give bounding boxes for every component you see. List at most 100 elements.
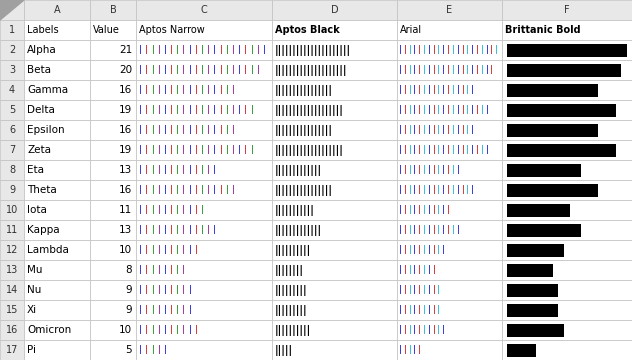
Bar	[0, 340, 24, 360]
Text: |: |	[157, 325, 161, 334]
Text: |: |	[461, 66, 465, 75]
Text: |: |	[471, 145, 474, 154]
Text: Labels: Labels	[27, 25, 59, 35]
Text: |: |	[152, 246, 154, 255]
Bar	[0, 260, 24, 280]
Text: |: |	[207, 166, 210, 175]
Text: |: |	[139, 185, 142, 194]
Text: |: |	[437, 206, 441, 215]
Text: |: |	[423, 145, 426, 154]
Bar	[507, 184, 599, 197]
Text: |: |	[145, 346, 148, 355]
Bar	[90, 160, 136, 180]
Bar	[24, 240, 90, 260]
Bar	[272, 340, 397, 360]
Text: |: |	[213, 225, 216, 234]
Bar	[502, 120, 632, 140]
Bar	[90, 180, 136, 200]
Text: |: |	[170, 225, 173, 234]
Text: |: |	[447, 105, 450, 114]
Text: |: |	[145, 246, 148, 255]
Text: |: |	[404, 185, 406, 194]
Text: |: |	[485, 105, 489, 114]
Text: |: |	[418, 66, 421, 75]
Text: ||||||||||: ||||||||||	[275, 244, 311, 256]
Text: |: |	[423, 45, 426, 54]
Text: |: |	[183, 185, 185, 194]
Text: |: |	[139, 346, 142, 355]
Bar	[502, 140, 632, 160]
Text: |: |	[232, 85, 235, 94]
Text: 1: 1	[9, 25, 15, 35]
Text: |: |	[418, 85, 421, 94]
Text: |: |	[195, 45, 198, 54]
Bar	[502, 300, 632, 320]
Text: |: |	[423, 325, 426, 334]
Text: |: |	[433, 66, 435, 75]
Text: |: |	[447, 185, 450, 194]
Bar	[502, 40, 632, 60]
Text: 5: 5	[125, 345, 132, 355]
Text: |: |	[461, 105, 465, 114]
Text: |: |	[466, 85, 469, 94]
Text: |: |	[409, 206, 411, 215]
Text: |: |	[207, 126, 210, 135]
Text: |: |	[145, 66, 148, 75]
Text: |: |	[404, 105, 406, 114]
Text: |: |	[433, 45, 435, 54]
Text: |: |	[183, 85, 185, 94]
Bar	[90, 240, 136, 260]
Text: E: E	[446, 5, 453, 15]
Text: |: |	[485, 145, 489, 154]
Bar	[136, 0, 272, 20]
Text: |: |	[207, 66, 210, 75]
Bar	[0, 140, 24, 160]
Text: |: |	[437, 66, 441, 75]
Text: |: |	[447, 126, 450, 135]
Bar	[272, 140, 397, 160]
Text: |: |	[164, 285, 167, 294]
Text: |: |	[183, 325, 185, 334]
Text: |: |	[201, 225, 204, 234]
Text: |: |	[399, 85, 402, 94]
Text: |: |	[409, 225, 411, 234]
Text: |: |	[188, 66, 191, 75]
Text: |: |	[437, 185, 441, 194]
Text: |: |	[232, 185, 235, 194]
Text: |: |	[457, 166, 459, 175]
Text: 15: 15	[6, 305, 18, 315]
Text: |: |	[404, 346, 406, 355]
Bar	[136, 80, 272, 100]
Text: |: |	[170, 66, 173, 75]
Text: |: |	[418, 126, 421, 135]
Text: 13: 13	[119, 165, 132, 175]
Text: |: |	[418, 45, 421, 54]
Text: |: |	[418, 246, 421, 255]
Bar	[24, 300, 90, 320]
Text: |: |	[404, 85, 406, 94]
Text: |: |	[466, 126, 469, 135]
Text: 12: 12	[6, 245, 18, 255]
Text: 16: 16	[6, 325, 18, 335]
Bar	[502, 240, 632, 260]
Text: |: |	[413, 246, 416, 255]
Bar	[272, 200, 397, 220]
Text: |: |	[409, 145, 411, 154]
Bar	[24, 320, 90, 340]
Text: |||||||||: |||||||||	[275, 305, 308, 315]
Text: |: |	[476, 105, 479, 114]
Text: |: |	[213, 66, 216, 75]
Text: |: |	[157, 45, 161, 54]
Text: |: |	[145, 145, 148, 154]
Text: |: |	[145, 306, 148, 315]
Text: |: |	[195, 66, 198, 75]
Text: |: |	[413, 45, 416, 54]
Text: ||||||||||||||||: ||||||||||||||||	[275, 184, 333, 195]
Bar	[90, 0, 136, 20]
Text: |: |	[490, 66, 493, 75]
Text: |||||||||||||: |||||||||||||	[275, 225, 322, 235]
Text: |: |	[170, 206, 173, 215]
Bar	[0, 160, 24, 180]
Text: |: |	[452, 166, 455, 175]
Text: |: |	[476, 45, 479, 54]
